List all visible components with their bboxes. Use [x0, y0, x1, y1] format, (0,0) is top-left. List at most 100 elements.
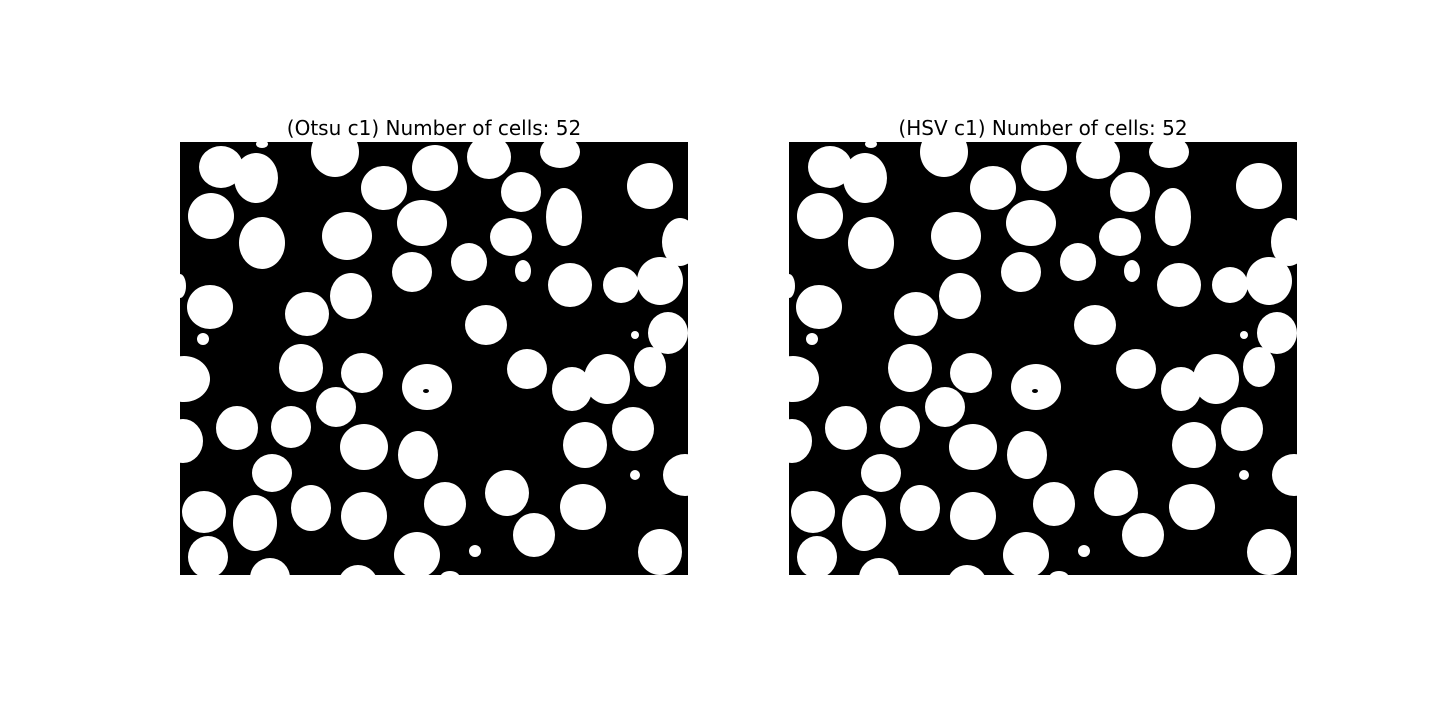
cell-blob	[1247, 529, 1291, 575]
cell-blob	[507, 349, 547, 389]
cell-blob	[467, 142, 511, 179]
cell-blob	[560, 484, 606, 530]
cell-blob	[791, 491, 835, 533]
cell-blob	[397, 200, 447, 246]
cell-blob	[900, 485, 940, 531]
cell-blob	[1021, 145, 1067, 191]
cell-blob	[233, 495, 277, 551]
cell-blob	[931, 212, 981, 260]
cell-blob	[197, 333, 209, 345]
cell-blob	[638, 529, 682, 575]
cell-blob	[1122, 513, 1164, 557]
cell-blob	[188, 536, 228, 575]
cell-blob	[1239, 470, 1249, 480]
cell-blob	[199, 146, 243, 188]
cell-blob	[187, 285, 233, 329]
cell-blob	[501, 172, 541, 212]
cell-blob	[1272, 454, 1297, 496]
cell-blob	[825, 406, 867, 450]
cell-blob	[469, 545, 481, 557]
cell-blob	[797, 193, 843, 239]
cell-blob	[1155, 188, 1191, 246]
cell-blob	[1116, 349, 1156, 389]
cell-blob	[182, 491, 226, 533]
cell-blob	[925, 387, 965, 427]
cell-blob	[950, 492, 996, 540]
cell-blob	[1246, 257, 1292, 305]
cell-blob	[880, 406, 920, 448]
cell-blob	[1193, 354, 1239, 404]
cell-blob	[252, 454, 292, 492]
cell-blob	[490, 218, 532, 256]
cell-blob	[1094, 470, 1138, 516]
cell-blob	[180, 419, 203, 463]
cell-blob	[563, 422, 607, 468]
cell-blob	[341, 353, 383, 393]
cell-blob	[789, 419, 812, 463]
cell-blob	[1169, 484, 1215, 530]
hsv-mask-image	[789, 142, 1297, 575]
cell-blob	[1212, 267, 1248, 303]
cell-blob	[256, 142, 268, 148]
cell-blob	[398, 431, 438, 479]
cell-blob	[663, 454, 688, 496]
cell-blob	[627, 163, 673, 209]
cell-blob	[279, 344, 323, 392]
cell-blob	[1001, 252, 1041, 292]
cell-blob	[548, 263, 592, 307]
cell-blob	[341, 492, 387, 540]
cell-blob	[1074, 305, 1116, 345]
cell-blob	[1049, 571, 1069, 575]
cell-blob	[250, 558, 290, 575]
cell-blob	[1076, 142, 1120, 179]
cell-blob	[271, 406, 311, 448]
cell-blob	[630, 470, 640, 480]
cell-blob	[440, 571, 460, 575]
cell-blob	[1240, 331, 1248, 339]
cell-blob	[216, 406, 258, 450]
cell-blob	[1172, 422, 1216, 468]
cell-blob	[330, 273, 372, 319]
cell-blob	[1124, 260, 1140, 282]
cell-blob	[796, 285, 842, 329]
cell-blob	[789, 356, 819, 402]
cell-blob	[515, 260, 531, 282]
cell-blob	[949, 565, 985, 575]
cell-blob	[485, 470, 529, 516]
cell-blob	[1221, 407, 1263, 451]
cell-blob	[888, 344, 932, 392]
cell-blob	[291, 485, 331, 531]
cell-blob	[808, 146, 852, 188]
cell-blob	[970, 166, 1016, 210]
cell-blob	[842, 495, 886, 551]
cell-blob	[513, 513, 555, 557]
cell-blob	[1003, 532, 1049, 575]
cell-blob	[584, 354, 630, 404]
cell-blob	[1007, 431, 1047, 479]
cell-blob	[1236, 163, 1282, 209]
cell-blob	[939, 273, 981, 319]
cell-blob	[894, 292, 938, 336]
cell-blob	[1110, 172, 1150, 212]
cell-blob	[180, 274, 186, 298]
cell-blob	[540, 142, 580, 168]
cell-blob	[949, 424, 997, 470]
cell-blob	[394, 532, 440, 575]
cell-blob	[465, 305, 507, 345]
cell-blob	[392, 252, 432, 292]
cell-blob	[1271, 218, 1297, 266]
cell-blob	[552, 367, 592, 411]
cell-blob	[1011, 364, 1061, 410]
cell-blob	[1243, 347, 1275, 387]
cell-blob	[188, 193, 234, 239]
cell-blob	[662, 218, 688, 266]
cell-blob	[451, 243, 487, 281]
otsu-mask-image	[180, 142, 688, 575]
cell-blob	[843, 153, 887, 203]
cell-blob	[311, 142, 359, 177]
cell-blob	[920, 142, 968, 177]
cell-blob	[797, 536, 837, 575]
cell-hole	[1032, 389, 1038, 393]
cell-blob	[424, 482, 466, 526]
cell-blob	[631, 331, 639, 339]
